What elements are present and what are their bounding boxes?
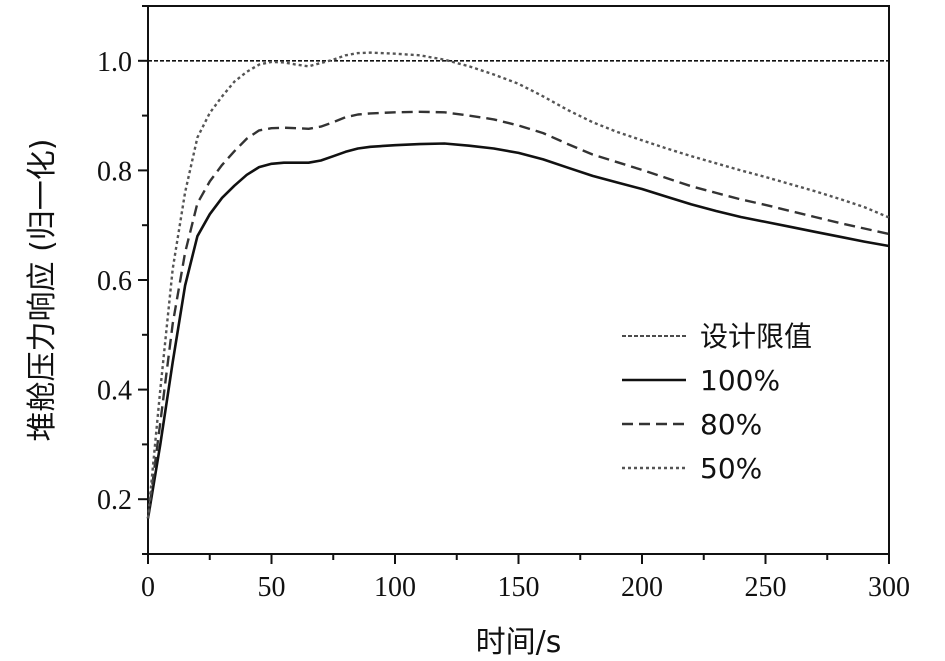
x-tick-label: 50 (258, 572, 286, 603)
y-tick-label: 0.6 (97, 266, 132, 297)
y-tick-label: 1.0 (97, 47, 132, 78)
legend-label-2: 80% (700, 408, 762, 441)
series-line-3 (146, 51, 890, 519)
legend-label-0: 设计限值 (700, 320, 812, 353)
y-axis-title: 堆舱压力响应 (归一化) (25, 139, 60, 442)
plot-border (147, 5, 890, 555)
series-line-1 (146, 142, 890, 519)
x-axis-title: 时间/s (476, 625, 562, 660)
y-axis-ticks: 0.2 0.4 0.6 0.8 1.0 (97, 5, 148, 555)
x-tick-label: 300 (868, 572, 910, 603)
x-tick-label: 0 (141, 572, 155, 603)
y-tick-label: 0.4 (97, 376, 132, 407)
x-tick-label: 100 (374, 572, 416, 603)
y-tick-label: 0.2 (97, 485, 132, 516)
x-axis-ticks: 0 50 100 150 200 250 300 (141, 554, 910, 603)
x-tick-label: 150 (498, 572, 540, 603)
x-tick-label: 250 (745, 572, 787, 603)
series-layer (146, 51, 890, 519)
plot-frame (147, 5, 890, 555)
legend: 设计限值 100% 80% 50% (622, 320, 812, 485)
series-line-2 (146, 110, 890, 519)
legend-label-3: 50% (700, 452, 762, 485)
x-tick-label: 200 (621, 572, 663, 603)
legend-label-1: 100% (700, 364, 780, 397)
y-tick-label: 0.8 (97, 156, 132, 187)
